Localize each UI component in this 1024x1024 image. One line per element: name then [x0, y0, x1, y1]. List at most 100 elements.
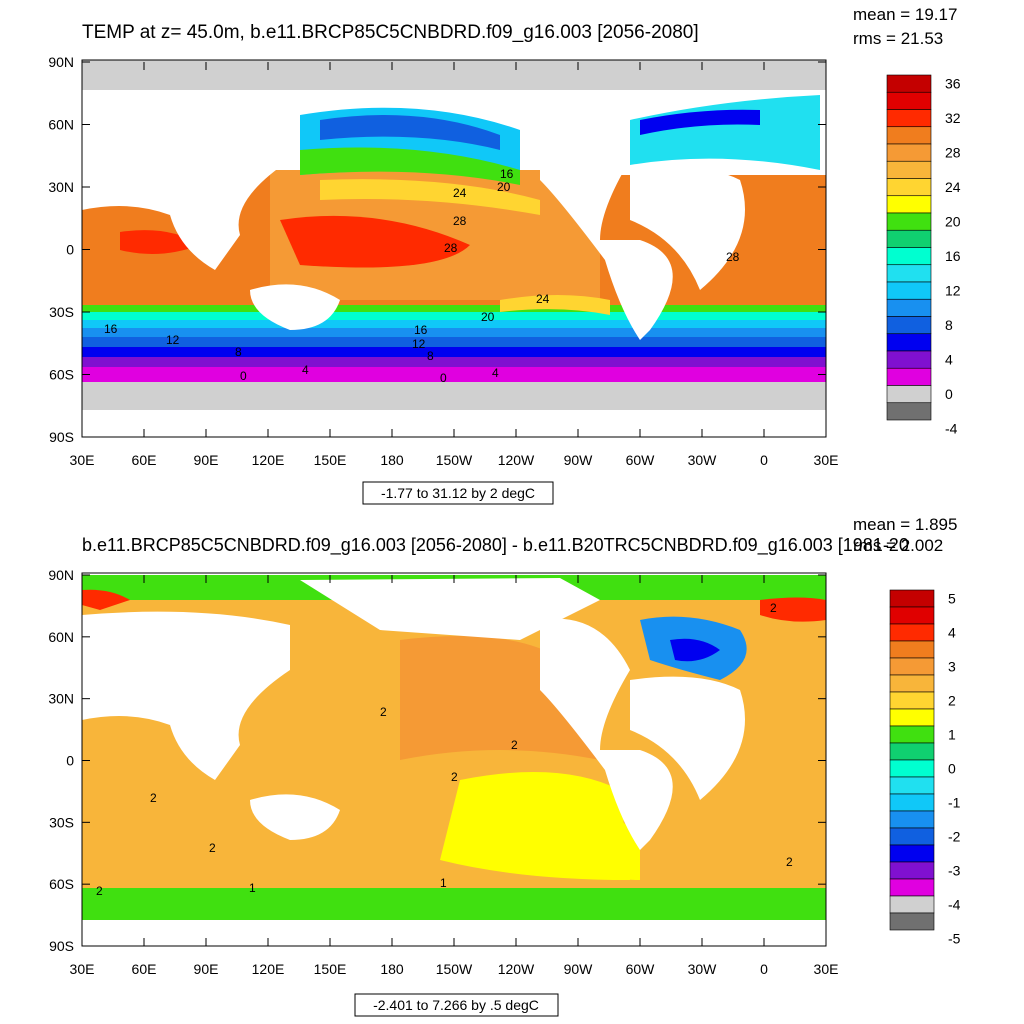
colorbar-label: 0: [948, 761, 956, 777]
colorbar-label: -1: [948, 795, 961, 811]
colorbar-swatch: [889, 606, 935, 625]
colorbar-swatch: [889, 861, 935, 880]
colorbar-swatch: [889, 793, 935, 812]
colorbar-label: 4: [948, 625, 956, 641]
colorbar-swatch: [889, 742, 935, 761]
contour-label: 8: [427, 349, 434, 363]
contour-label: 2: [511, 738, 518, 752]
lon-tick-label: 120W: [498, 452, 535, 468]
lon-tick-label: 60W: [626, 961, 656, 977]
colorbar-swatch: [889, 725, 935, 744]
contour-label: 16: [414, 323, 428, 337]
colorbar-label: 0: [945, 386, 953, 402]
colorbar-label: 20: [945, 214, 961, 230]
contour-label: 2: [786, 855, 793, 869]
colorbar-swatch: [889, 878, 935, 897]
colorbar-swatch: [889, 640, 935, 659]
contour-label: 8: [235, 345, 242, 359]
contour-label: 1: [440, 876, 447, 890]
colorbar-label: 36: [945, 76, 961, 92]
colorbar-swatch: [886, 385, 932, 404]
colorbar-swatch: [889, 674, 935, 693]
lon-tick-label: 30E: [814, 961, 839, 977]
top-lon-axis: 30E 60E 90E 120E 150E 180 150W 120W 90W 60W 30W 0 30…: [70, 62, 838, 468]
bottom-panel: b.e11.BRCP85C5CNBDRD.f09_g16.003 [2056-2…: [48, 515, 961, 1017]
lat-tick-label: 30N: [48, 179, 74, 195]
colorbar-label: 12: [945, 283, 961, 299]
lon-tick-label: 120W: [498, 961, 535, 977]
colorbar-swatch: [889, 912, 935, 931]
colorbar-label: -4: [945, 421, 958, 437]
colorbar-swatch: [889, 708, 935, 727]
lon-tick-label: 30W: [688, 961, 718, 977]
colorbar-label: 8: [945, 317, 953, 333]
lat-tick-label: 90N: [48, 567, 74, 583]
colorbar-swatch: [886, 298, 932, 317]
top-range-label: -1.77 to 31.12 by 2 degC: [381, 485, 535, 501]
colorbar-swatch: [886, 143, 932, 162]
contour-label: 16: [104, 322, 118, 336]
colorbar-label: 4: [945, 352, 953, 368]
contour-label: 24: [536, 292, 550, 306]
top-range-box: [362, 481, 554, 505]
bottom-contour-labels: 2 2 2 2 2 2 1 1 2 2: [96, 601, 793, 898]
colorbar-swatch: [886, 178, 932, 197]
colorbar-swatch: [889, 589, 935, 608]
lon-tick-label: 120E: [252, 961, 285, 977]
lon-tick-label: 90E: [194, 961, 219, 977]
lon-tick-label: 90W: [564, 452, 594, 468]
lat-tick-label: 30N: [48, 691, 74, 707]
contour-label: 28: [453, 214, 467, 228]
bottom-lon-axis: 30E 60E 90E 120E 150E 180 150W 120W 90W 60W 30W 0 30…: [70, 575, 839, 977]
contour-label: 2: [770, 601, 777, 615]
lat-tick-label: 30S: [49, 304, 74, 320]
lon-tick-label: 90W: [564, 961, 594, 977]
colorbar-swatch: [886, 333, 932, 352]
colorbar-swatch: [889, 776, 935, 795]
contour-label: 20: [497, 180, 511, 194]
top-stat-mean: mean = 19.17: [853, 5, 957, 24]
colorbar-label: -3: [948, 863, 961, 879]
contour-label: 4: [302, 363, 309, 377]
contour-label: 2: [209, 841, 216, 855]
bottom-title: b.e11.BRCP85C5CNBDRD.f09_g16.003 [2056-2…: [82, 535, 909, 556]
colorbar-swatch: [886, 126, 932, 145]
lat-tick-label: 0: [66, 242, 74, 258]
top-contour-labels: 16 20 24 28 28 28 24 20 16 12 8 0 4 16 1…: [104, 167, 740, 385]
colorbar-label: 3: [948, 659, 956, 675]
contour-label: 28: [726, 250, 740, 264]
lat-tick-label: 90S: [49, 938, 74, 954]
colorbar-label: 32: [945, 110, 961, 126]
lon-tick-label: 30W: [688, 452, 718, 468]
top-panel: TEMP at z= 45.0m, b.e11.BRCP85C5CNBDRD.f…: [48, 5, 961, 505]
bottom-colorbar: 5 4 3 2 1 0 -1 -2 -3 -4 -5: [889, 589, 961, 947]
contour-label: 2: [451, 770, 458, 784]
contour-label: 1: [249, 881, 256, 895]
contour-label: 20: [481, 310, 495, 324]
lat-tick-label: 90S: [49, 429, 74, 445]
colorbar-swatch: [886, 350, 932, 369]
lat-tick-label: 60S: [49, 367, 74, 383]
top-colorbar: 36 32 28 24 20 16 12 8 4 0 -4: [886, 74, 961, 437]
bottom-stat-rms: rms = 2.002: [853, 536, 943, 555]
lon-tick-label: 150W: [436, 961, 473, 977]
colorbar-swatch: [889, 810, 935, 829]
colorbar-label: -5: [948, 931, 961, 947]
colorbar-swatch: [886, 160, 932, 179]
lat-tick-label: 90N: [48, 54, 74, 70]
colorbar-label: 16: [945, 248, 961, 264]
bottom-stat-mean: mean = 1.895: [853, 515, 957, 534]
contour-label: 0: [240, 369, 247, 383]
contour-label: 24: [453, 186, 467, 200]
colorbar-swatch: [886, 109, 932, 128]
contour-label: 4: [492, 366, 499, 380]
lon-tick-label: 0: [760, 452, 768, 468]
colorbar-swatch: [886, 247, 932, 266]
colorbar-swatch: [886, 229, 932, 248]
lat-tick-label: 0: [66, 753, 74, 769]
lon-tick-label: 180: [380, 452, 404, 468]
colorbar-swatch: [886, 91, 932, 110]
colorbar-swatch: [886, 264, 932, 283]
bottom-map-field: [81, 572, 827, 947]
